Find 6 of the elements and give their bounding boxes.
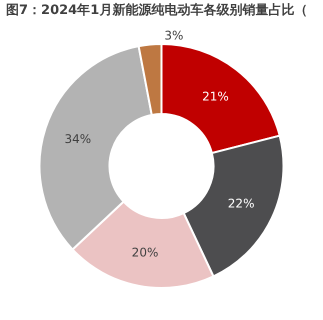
- data-label: 20%: [132, 245, 158, 260]
- data-label: 21%: [202, 89, 229, 104]
- data-label: 3%: [164, 28, 184, 43]
- chart-title: 图7：2024年1月新能源纯电动车各级别销量占比（: [6, 2, 308, 18]
- data-label: 34%: [64, 132, 92, 146]
- data-label: 22%: [228, 196, 254, 210]
